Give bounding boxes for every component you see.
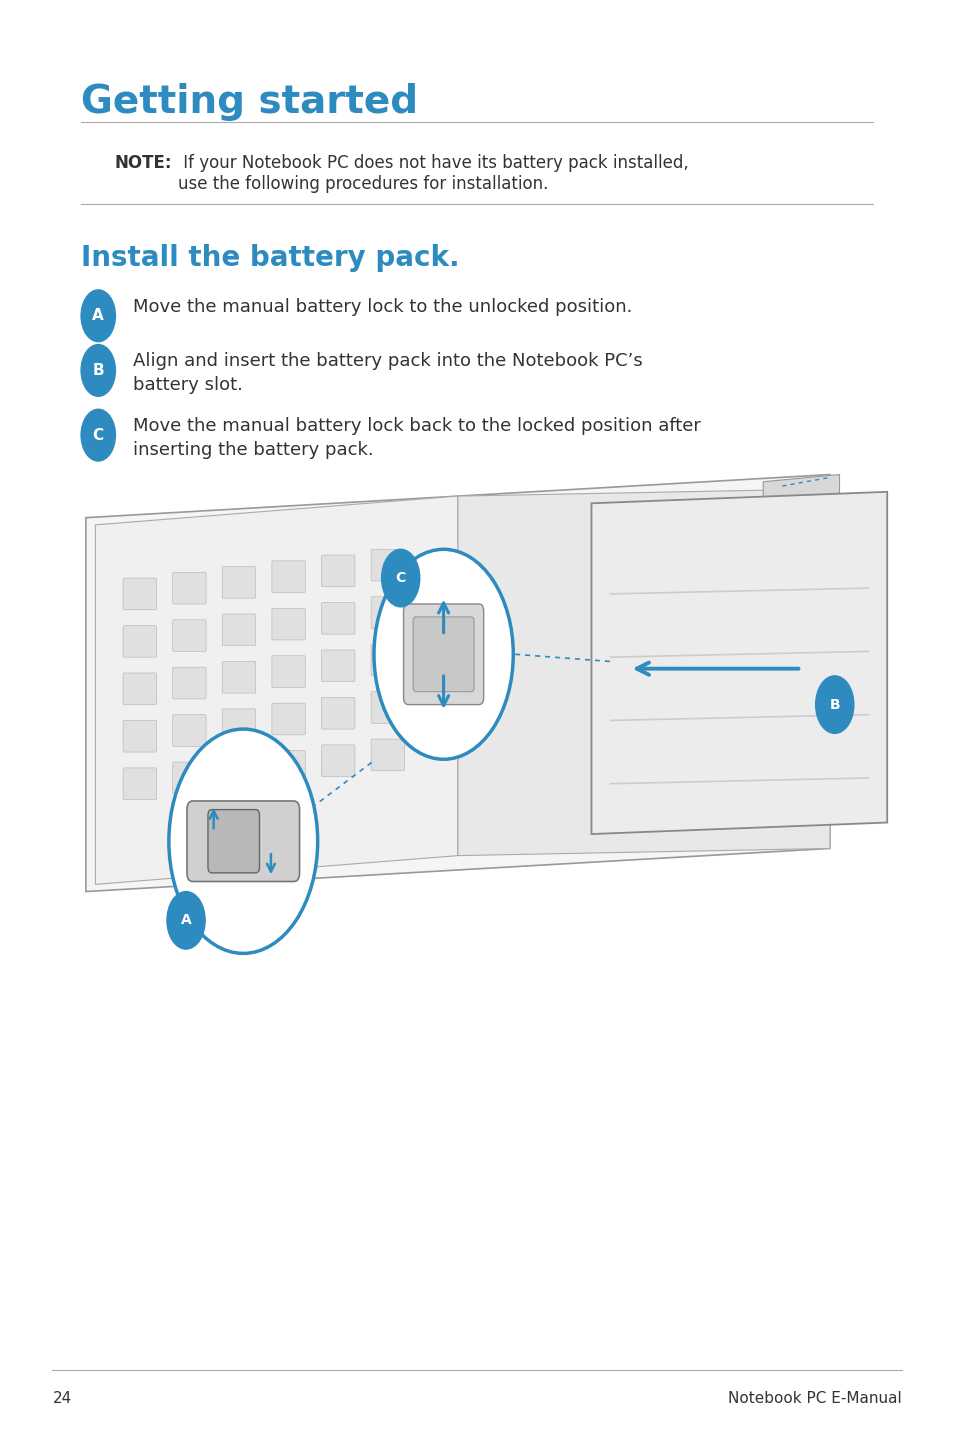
FancyBboxPatch shape <box>172 620 206 651</box>
Polygon shape <box>762 475 839 503</box>
FancyBboxPatch shape <box>371 597 404 628</box>
Text: Move the manual battery lock back to the locked position after
inserting the bat: Move the manual battery lock back to the… <box>132 417 700 459</box>
FancyBboxPatch shape <box>321 555 355 587</box>
Circle shape <box>815 676 853 733</box>
FancyBboxPatch shape <box>222 709 255 741</box>
FancyBboxPatch shape <box>172 572 206 604</box>
FancyBboxPatch shape <box>272 751 305 782</box>
Circle shape <box>81 290 115 342</box>
FancyBboxPatch shape <box>371 739 404 771</box>
FancyBboxPatch shape <box>222 614 255 646</box>
FancyBboxPatch shape <box>321 603 355 634</box>
Text: 24: 24 <box>52 1391 71 1405</box>
FancyBboxPatch shape <box>272 656 305 687</box>
FancyBboxPatch shape <box>123 768 156 800</box>
Circle shape <box>381 549 419 607</box>
FancyBboxPatch shape <box>321 650 355 682</box>
Text: If your Notebook PC does not have its battery pack installed,
use the following : If your Notebook PC does not have its ba… <box>178 154 688 193</box>
FancyBboxPatch shape <box>208 810 259 873</box>
FancyBboxPatch shape <box>222 661 255 693</box>
FancyBboxPatch shape <box>172 762 206 794</box>
Text: Getting started: Getting started <box>81 83 417 121</box>
FancyBboxPatch shape <box>172 667 206 699</box>
Text: C: C <box>92 427 104 443</box>
Text: Align and insert the battery pack into the Notebook PC’s
battery slot.: Align and insert the battery pack into t… <box>132 352 641 394</box>
Polygon shape <box>457 489 829 856</box>
Text: Move the manual battery lock to the unlocked position.: Move the manual battery lock to the unlo… <box>132 298 631 316</box>
Text: Notebook PC E-Manual: Notebook PC E-Manual <box>727 1391 901 1405</box>
Circle shape <box>374 549 513 759</box>
FancyBboxPatch shape <box>222 756 255 788</box>
Text: Install the battery pack.: Install the battery pack. <box>81 244 459 272</box>
Text: A: A <box>180 913 192 928</box>
FancyBboxPatch shape <box>272 703 305 735</box>
Polygon shape <box>86 475 829 892</box>
Circle shape <box>81 410 115 462</box>
FancyBboxPatch shape <box>123 578 156 610</box>
Polygon shape <box>95 496 457 884</box>
FancyBboxPatch shape <box>371 644 404 676</box>
FancyBboxPatch shape <box>272 561 305 592</box>
Text: C: C <box>395 571 405 585</box>
FancyBboxPatch shape <box>272 608 305 640</box>
Polygon shape <box>591 492 886 834</box>
FancyBboxPatch shape <box>222 567 255 598</box>
Text: NOTE:: NOTE: <box>114 154 172 173</box>
FancyBboxPatch shape <box>123 720 156 752</box>
Text: B: B <box>92 362 104 378</box>
FancyBboxPatch shape <box>413 617 474 692</box>
FancyBboxPatch shape <box>187 801 299 881</box>
Circle shape <box>167 892 205 949</box>
FancyBboxPatch shape <box>123 626 156 657</box>
FancyBboxPatch shape <box>371 692 404 723</box>
Text: B: B <box>828 697 840 712</box>
FancyBboxPatch shape <box>403 604 483 705</box>
FancyBboxPatch shape <box>321 697 355 729</box>
Circle shape <box>81 345 115 397</box>
FancyBboxPatch shape <box>123 673 156 705</box>
FancyBboxPatch shape <box>172 715 206 746</box>
Text: A: A <box>92 308 104 324</box>
FancyBboxPatch shape <box>321 745 355 777</box>
FancyBboxPatch shape <box>371 549 404 581</box>
Circle shape <box>169 729 317 953</box>
